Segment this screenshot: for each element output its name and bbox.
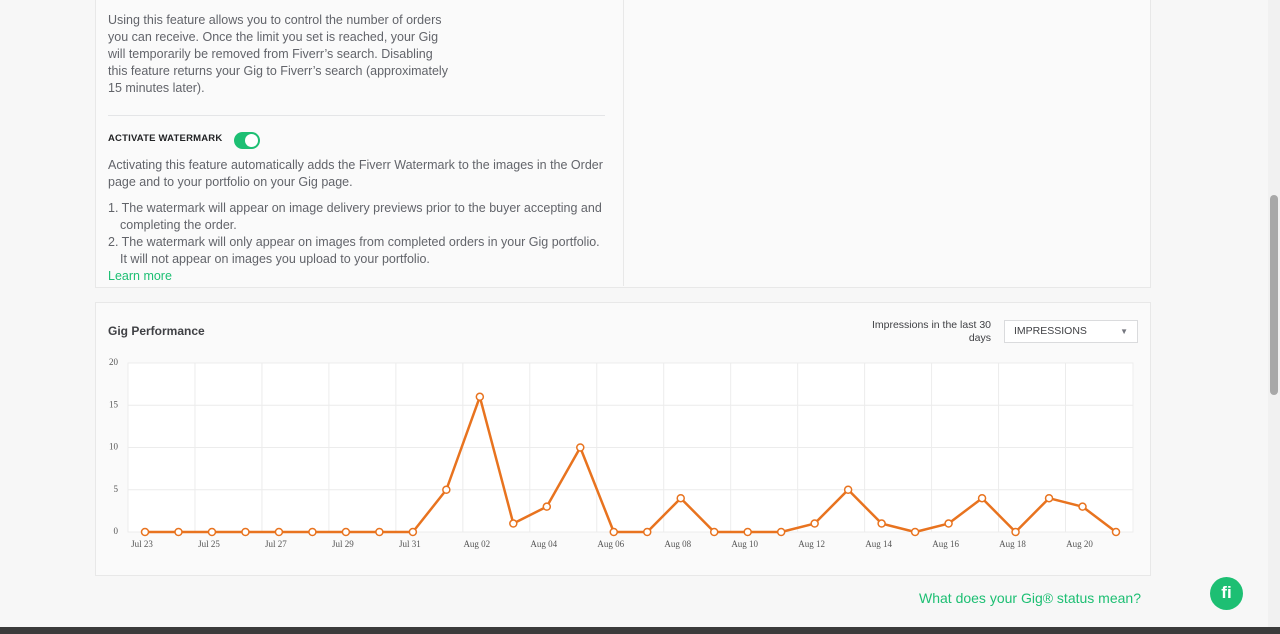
data-point [776, 527, 786, 537]
data-point [576, 443, 585, 452]
x-tick-label: Aug 20 [1066, 539, 1093, 549]
x-tick-label: Aug 06 [597, 539, 624, 549]
watermark-list: 1. The watermark will appear on image de… [108, 200, 608, 268]
x-tick-label: Jul 23 [131, 539, 153, 549]
x-tick-label: Aug 16 [932, 539, 959, 549]
y-tick-label: 0 [114, 526, 119, 536]
learn-more-link[interactable]: Learn more [108, 269, 172, 283]
watermark-toggle[interactable] [234, 132, 260, 149]
status-link[interactable]: What does your Gig® status mean? [919, 590, 1141, 606]
data-point [676, 493, 685, 503]
x-tick-label: Jul 25 [198, 539, 220, 549]
data-point [542, 502, 552, 511]
data-point [944, 519, 953, 528]
y-tick-label: 15 [109, 399, 119, 409]
data-point [743, 527, 752, 537]
y-tick-label: 5 [114, 484, 119, 494]
data-point [341, 527, 351, 537]
data-point [174, 527, 183, 537]
limit-description: Using this feature allows you to control… [108, 13, 448, 95]
scrollbar-thumb[interactable] [1270, 195, 1278, 395]
data-point [977, 493, 987, 503]
dropdown-value: IMPRESSIONS [1014, 325, 1087, 337]
data-point [877, 519, 886, 528]
x-tick-label: Aug 14 [865, 539, 892, 549]
data-point [408, 527, 418, 537]
x-tick-label: Aug 08 [664, 539, 691, 549]
watermark-label: ACTIVATE WATERMARK [108, 133, 223, 144]
window-bar [0, 627, 1280, 634]
x-tick-label: Aug 04 [530, 539, 557, 549]
data-point [810, 519, 819, 528]
x-tick-label: Aug 12 [798, 539, 825, 549]
data-point [1078, 502, 1087, 511]
x-tick-label: Aug 18 [999, 539, 1026, 549]
watermark-description: Activating this feature automatically ad… [108, 158, 603, 189]
dropdown-arrow: ▼ [1120, 327, 1128, 336]
data-point [642, 527, 652, 537]
x-tick-label: Jul 31 [399, 539, 421, 549]
data-point [308, 527, 317, 537]
data-point [140, 527, 150, 537]
chart-title: Gig Performance [108, 324, 205, 338]
toggle-knob [245, 134, 258, 147]
data-point [843, 485, 853, 494]
chat-logo[interactable]: fi [1210, 577, 1243, 610]
data-point [274, 527, 284, 537]
data-line [145, 395, 1117, 534]
x-tick-label: Aug 02 [463, 539, 490, 549]
data-point [241, 527, 250, 537]
scrollbar [1268, 0, 1280, 627]
data-point [709, 527, 719, 537]
data-point [509, 519, 518, 528]
divider [623, 0, 624, 286]
list-item: 1. The watermark will appear on image de… [108, 201, 602, 232]
data-point [1111, 527, 1121, 537]
divider [108, 115, 605, 116]
x-tick-label: Aug 10 [731, 539, 758, 549]
y-tick-label: 20 [109, 357, 119, 367]
list-item: 2. The watermark will only appear on ima… [108, 235, 600, 266]
x-tick-label: Jul 29 [332, 539, 354, 549]
data-point [475, 392, 485, 402]
data-point [1011, 527, 1020, 537]
x-tick-label: Jul 27 [265, 539, 287, 549]
range-label: Impressions in the last 30 days [871, 319, 991, 344]
y-tick-label: 10 [109, 442, 119, 452]
data-point [442, 485, 451, 494]
data-point [609, 527, 619, 537]
metric-dropdown[interactable]: IMPRESSIONS ▼ [1004, 320, 1138, 343]
data-point [375, 527, 384, 537]
data-point [207, 527, 217, 537]
data-point [910, 527, 920, 537]
data-point [1044, 493, 1054, 503]
